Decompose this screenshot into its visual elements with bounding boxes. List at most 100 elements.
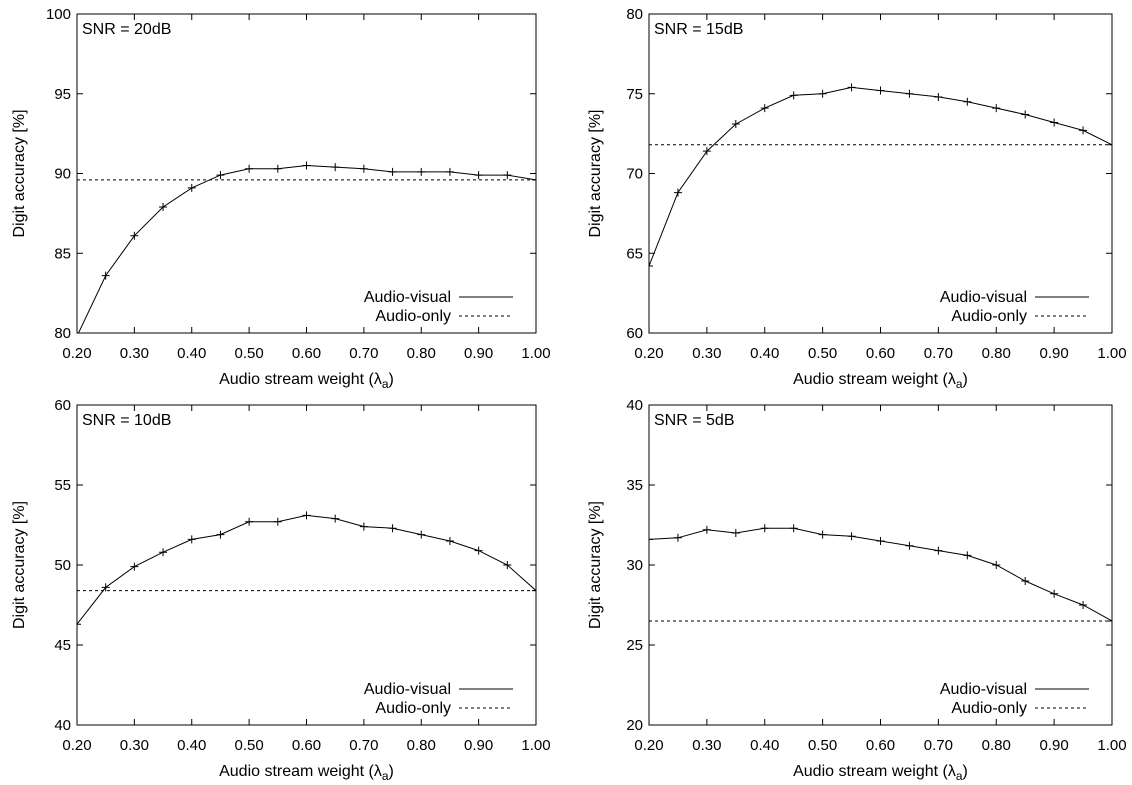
series-line-audio-visual (77, 514, 536, 625)
data-point-audio-visual (731, 120, 740, 129)
data-point-audio-visual (187, 535, 196, 544)
data-point-audio-visual (331, 163, 340, 172)
data-point-audio-visual (649, 535, 653, 544)
data-point-audio-visual (503, 561, 512, 569)
legend-label-audio-only: Audio-only (375, 700, 451, 717)
data-point-audio-visual (359, 522, 368, 531)
legend-label-audio-only: Audio-only (375, 308, 451, 325)
x-tick-label: 0.90 (464, 345, 493, 362)
y-tick-label: 75 (626, 86, 643, 103)
data-point-audio-visual (905, 541, 914, 550)
x-tick-label: 0.90 (1040, 737, 1069, 754)
y-tick-label: 45 (54, 637, 71, 654)
x-tick-label: 0.50 (235, 737, 264, 754)
data-point-audio-visual (818, 530, 827, 539)
data-point-audio-visual (963, 97, 972, 106)
data-point-audio-visual (474, 546, 483, 555)
x-tick-label: 0.90 (464, 737, 493, 754)
x-axis-label-paren-close: ) (963, 371, 968, 388)
data-point-audio-visual (649, 262, 653, 271)
y-tick-label: 60 (626, 325, 643, 342)
data-point-audio-visual (673, 188, 682, 197)
data-point-audio-visual (1021, 110, 1030, 119)
x-axis-label-text: Audio stream weight (219, 763, 365, 780)
x-tick-label: 0.20 (634, 345, 663, 362)
data-point-audio-visual (789, 524, 798, 533)
y-tick-label: 35 (626, 477, 643, 494)
data-point-audio-visual (789, 91, 798, 100)
x-tick-label: 0.70 (349, 345, 378, 362)
x-tick-label: 0.70 (924, 345, 953, 362)
data-point-audio-visual (302, 511, 311, 520)
data-point-audio-visual (216, 171, 225, 180)
x-tick-label: 0.30 (120, 345, 149, 362)
data-point-audio-visual (273, 164, 282, 173)
y-tick-label: 40 (54, 717, 71, 734)
legend-label-audio-visual: Audio-visual (940, 681, 1027, 698)
data-point-audio-visual (187, 183, 196, 192)
data-point-audio-visual (474, 171, 483, 180)
y-tick-label: 85 (54, 245, 71, 262)
data-point-audio-visual (159, 202, 168, 211)
data-point-audio-visual (1050, 589, 1059, 598)
data-point-audio-visual (876, 537, 885, 545)
y-tick-label: 65 (626, 245, 643, 262)
data-point-audio-visual (847, 83, 856, 92)
x-tick-label: 0.30 (692, 345, 721, 362)
data-point-audio-visual (159, 548, 168, 557)
snr-annotation: SNR = 5dB (654, 412, 734, 429)
legend-label-audio-visual: Audio-visual (364, 289, 451, 306)
data-point-audio-visual (992, 104, 1001, 113)
data-point-audio-visual (731, 529, 740, 537)
y-tick-label: 80 (54, 325, 71, 342)
x-tick-label: 0.20 (62, 737, 91, 754)
data-point-audio-visual (847, 532, 856, 541)
x-axis-label-paren-open: ( (364, 371, 374, 388)
y-axis-label: Digit accuracy [%] (11, 109, 28, 237)
x-tick-label: 0.30 (120, 737, 149, 754)
x-tick-label: 0.80 (982, 737, 1011, 754)
plot-area (649, 83, 1112, 271)
x-axis-label-paren-close: ) (389, 763, 394, 780)
x-axis-label: Audio stream weight (λa) (219, 371, 394, 391)
x-axis-label: Audio stream weight (λa) (793, 763, 968, 783)
x-tick-label: 0.50 (808, 345, 837, 362)
x-axis-label-paren-open: ( (364, 763, 374, 780)
x-axis-label-text: Audio stream weight (219, 371, 365, 388)
x-tick-label: 0.30 (692, 737, 721, 754)
x-axis-label: Audio stream weight (λa) (793, 371, 968, 391)
plot-area (77, 161, 536, 333)
data-point-audio-visual (417, 167, 426, 176)
data-point-audio-visual (1079, 601, 1088, 609)
data-point-audio-visual (245, 517, 254, 526)
data-point-audio-visual (101, 583, 110, 592)
data-point-audio-visual (818, 89, 827, 98)
y-axis-label: Digit accuracy [%] (587, 109, 604, 237)
data-point-audio-visual (673, 533, 682, 542)
data-point-audio-visual (1021, 577, 1030, 585)
x-tick-label: 0.90 (1040, 345, 1069, 362)
x-axis-label-subscript: a (382, 377, 389, 391)
y-tick-label: 100 (46, 6, 71, 23)
x-axis-label-subscript: a (956, 377, 963, 391)
plot-frame (648, 404, 1113, 726)
x-tick-label: 1.00 (521, 345, 550, 362)
x-tick-label: 0.60 (866, 737, 895, 754)
x-axis-label-symbol: λ (948, 763, 956, 780)
series-line-audio-visual (649, 86, 1112, 267)
x-tick-label: 0.80 (982, 345, 1011, 362)
legend-label-audio-only: Audio-only (951, 700, 1027, 717)
y-tick-label: 20 (626, 717, 643, 734)
x-tick-label: 0.60 (866, 345, 895, 362)
data-point-audio-visual (1108, 140, 1112, 149)
data-point-audio-visual (992, 561, 1001, 569)
chart-panel-4: 0.20 0.30 0.40 0.50 0.60 0.70 0.80 0.90 1.00 20 25… (587, 397, 1127, 783)
data-point-audio-visual (532, 175, 536, 184)
x-axis-label-paren-close: ) (389, 371, 394, 388)
data-point-audio-visual (503, 171, 512, 180)
data-point-audio-visual (1108, 617, 1112, 625)
data-point-audio-visual (934, 546, 943, 555)
y-axis-label: Digit accuracy [%] (587, 501, 604, 629)
data-point-audio-visual (77, 620, 81, 629)
